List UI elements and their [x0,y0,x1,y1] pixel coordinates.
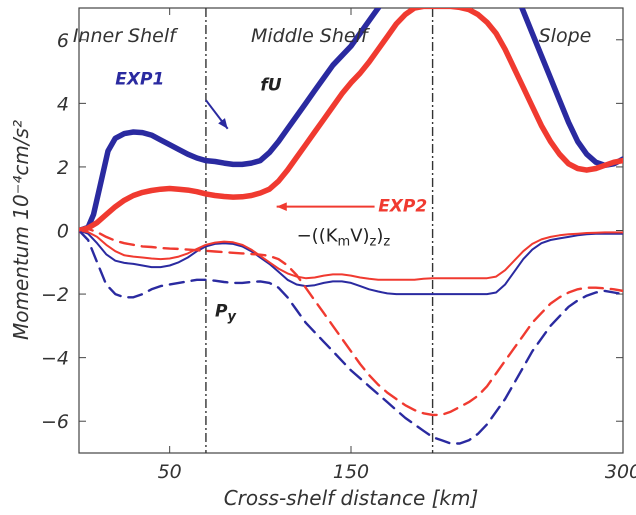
annotation-viscous-term: −((KmV)z)z [297,226,391,250]
viscous-term-part1: −((K [297,226,339,247]
y-tick-label: −4 [41,348,69,370]
series-line-fu-exp1 [79,8,382,234]
y-tick-label: −2 [41,284,69,306]
viscous-term-sub-z2: z [383,235,390,250]
viscous-term-part3: ) [376,226,383,247]
arrowhead-exp1 [218,118,228,129]
series-line-py-exp1 [79,229,623,445]
x-tick-label: 150 [333,461,369,483]
viscous-term-sub-m: m [338,235,351,250]
y-tick-label: −6 [41,411,69,433]
x-tick-label: 300 [605,461,636,483]
series-group [79,8,623,445]
region-label: Slope [539,25,592,47]
y-tick-label: 6 [57,30,69,52]
y-tick-label: 4 [57,93,69,115]
x-axis-label: Cross-shelf distance [km] [224,486,479,510]
series-line-kmvzz-exp2 [79,229,623,281]
annotation-exp2: EXP2 [378,196,427,216]
region-label: Middle Shelf [251,25,371,47]
series-line-py-exp2 [79,227,623,417]
annotation-fu: fU [260,76,281,96]
arrowhead-exp2 [276,202,287,211]
series-line-kmvzz-exp1 [79,229,623,296]
annotation-py: Py [215,301,236,324]
annotation-exp1: EXP1 [115,69,164,89]
y-axis-label: Momentum 10⁻⁴cm/s² [9,120,33,340]
y-tick-label: 0 [57,221,69,243]
y-tick-label: 2 [57,157,69,179]
py-sub: y [227,309,236,324]
region-dividers [205,8,434,453]
series-line-fu-exp2 [79,8,623,234]
region-labels: Inner Shelf Middle Shelf Slope [73,25,591,47]
py-main: P [215,301,228,321]
axis-ticks: 6 4 2 0 −2 −4 −6 50 150 300 [41,8,636,483]
region-label: Inner Shelf [73,25,179,47]
viscous-term-part2: V) [350,226,369,247]
viscous-term-sub-z1: z [370,235,377,250]
x-tick-label: 50 [158,461,182,483]
